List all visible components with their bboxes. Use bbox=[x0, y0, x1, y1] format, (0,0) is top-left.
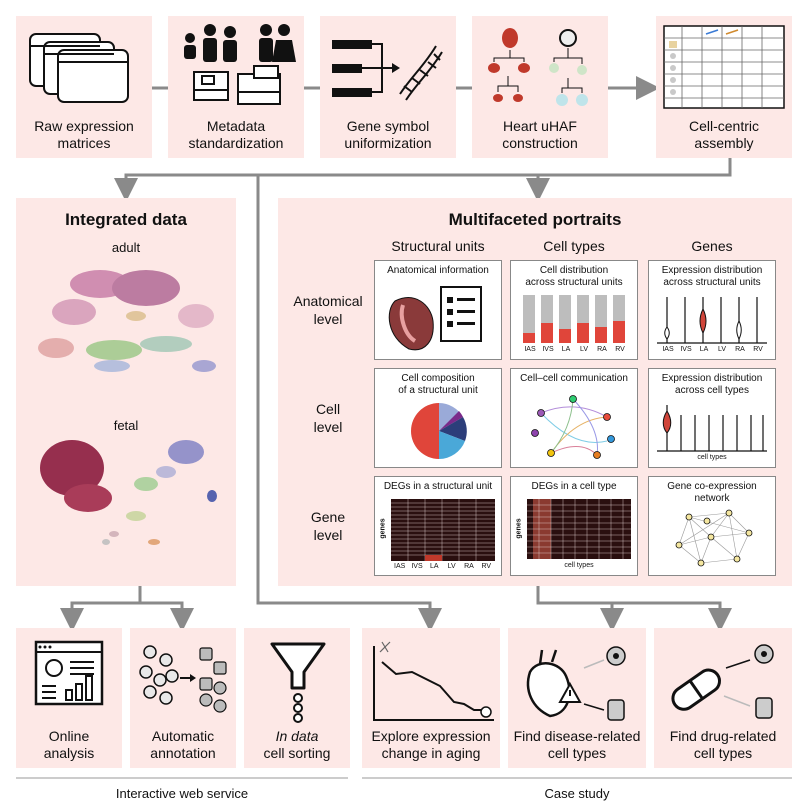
gene-label-2: uniformization bbox=[344, 135, 432, 151]
aging-label-1: Explore expression bbox=[371, 728, 491, 744]
degs-ct-axis-label: cell types bbox=[564, 562, 594, 569]
adult-label: adult bbox=[111, 240, 141, 255]
row-cell: Cell level bbox=[313, 401, 343, 435]
annotation-label-2: annotation bbox=[150, 745, 216, 761]
assembly-panel: Cell-centric assembly bbox=[656, 16, 792, 158]
card-coexp-title-2: network bbox=[694, 493, 730, 504]
card-expr-su-title-1: Expression distribution bbox=[661, 265, 763, 276]
portraits-panel: Multifaceted portraits Structural units … bbox=[278, 198, 792, 586]
degs-su-axis: IAS IVS LA LV RA RV bbox=[394, 563, 492, 570]
col-genes: Genes bbox=[691, 238, 733, 254]
fetal-umap bbox=[40, 440, 217, 545]
uhaf-panel: Heart uHAF construction bbox=[472, 16, 608, 158]
sorting-label-2: cell sorting bbox=[263, 745, 331, 761]
people-devices-icon bbox=[184, 24, 296, 105]
card-coexp-title-1: Gene co-expression bbox=[667, 481, 757, 492]
card-expr-structural[interactable]: Expression distribution across structural… bbox=[648, 260, 776, 360]
web-service-label: Interactive web service bbox=[115, 786, 249, 801]
card-coexpression[interactable]: Gene co-expression network bbox=[648, 476, 776, 576]
raw-label-2: matrices bbox=[57, 135, 111, 151]
adult-umap bbox=[38, 270, 216, 372]
metadata-label-1: Metadata bbox=[206, 118, 266, 134]
metadata-panel: Metadata standardization bbox=[168, 16, 304, 158]
stacked-bars bbox=[523, 295, 625, 343]
card-cell-composition[interactable]: Cell composition of a structural unit bbox=[374, 368, 502, 468]
uhaf-label-2: construction bbox=[502, 135, 578, 151]
metadata-label-2: standardization bbox=[188, 135, 284, 151]
gene-symbol-panel: Gene symbol uniformization bbox=[320, 16, 456, 158]
expr-ct-axis-label: cell types bbox=[697, 454, 727, 461]
uhaf-label-1: Heart uHAF bbox=[503, 118, 577, 134]
aging-panel: Explore expression change in aging bbox=[362, 628, 500, 768]
card-ccc-title: Cell–cell communication bbox=[520, 373, 628, 384]
card-expr-ct-title-2: across cell types bbox=[675, 385, 749, 396]
col-structural: Structural units bbox=[391, 238, 485, 254]
gene-label-1: Gene symbol bbox=[346, 118, 430, 134]
card-anatomical-info-title: Anatomical information bbox=[387, 265, 489, 276]
pie-chart bbox=[411, 403, 467, 459]
violin-plot-su bbox=[657, 297, 767, 344]
row-gene: Gene level bbox=[310, 509, 346, 543]
online-label-1: Online bbox=[48, 728, 90, 744]
integrated-data-panel: Integrated data adult fetal bbox=[16, 198, 236, 586]
disease-heart-icon bbox=[526, 646, 626, 721]
heatmap-su bbox=[391, 499, 495, 561]
card-cell-dist-title-1: Cell distribution bbox=[539, 265, 609, 276]
sorting-label-1: In data bbox=[275, 728, 319, 744]
expr-su-axis: IAS IVS LA LV RA RV bbox=[662, 346, 763, 353]
portraits-title: Multifaceted portraits bbox=[448, 210, 622, 229]
raw-matrices-panel: Raw expression matrices bbox=[16, 16, 152, 158]
heart-document-icon bbox=[388, 286, 482, 351]
cell-sorting-panel: In data cell sorting bbox=[244, 628, 350, 768]
drug-pill-icon bbox=[671, 644, 774, 719]
case-study-label: Case study bbox=[544, 786, 610, 801]
online-analysis-panel: Online analysis bbox=[16, 628, 122, 768]
card-cell-communication[interactable]: Cell–cell communication bbox=[510, 368, 638, 468]
funnel-icon bbox=[270, 642, 326, 723]
integrated-title: Integrated data bbox=[65, 210, 187, 229]
matrix-stack-icon bbox=[29, 33, 129, 103]
card-expr-ct-title-1: Expression distribution bbox=[661, 373, 763, 384]
drug-label-1: Find drug-related bbox=[669, 728, 777, 744]
heatmap-ct bbox=[527, 499, 631, 559]
violin-plot-ct bbox=[657, 405, 767, 452]
card-cell-comp-title-2: of a structural unit bbox=[398, 385, 478, 396]
assembly-label-2: assembly bbox=[694, 135, 754, 151]
fetal-label: fetal bbox=[113, 418, 139, 433]
annotation-panel: Automatic annotation bbox=[130, 628, 236, 768]
card-anatomical-info[interactable]: Anatomical information bbox=[374, 260, 502, 360]
raw-label-1: Raw expression bbox=[34, 118, 134, 134]
card-cell-dist-title-2: across structural units bbox=[525, 277, 623, 288]
col-celltypes: Cell types bbox=[543, 238, 605, 254]
aging-label-2: change in aging bbox=[381, 745, 481, 761]
card-degs-su-title: DEGs in a structural unit bbox=[383, 481, 493, 492]
card-expr-su-title-2: across structural units bbox=[663, 277, 761, 288]
card-cell-distribution[interactable]: Cell distribution across structural units… bbox=[510, 260, 638, 360]
communication-network bbox=[531, 395, 615, 459]
aging-line-icon bbox=[373, 641, 494, 721]
cell-table-icon bbox=[663, 25, 785, 109]
card-degs-ct-title: DEGs in a cell type bbox=[531, 481, 617, 492]
card-expr-celltypes[interactable]: Expression distribution across cell types… bbox=[648, 368, 776, 468]
drug-label-2: cell types bbox=[693, 745, 753, 761]
row-anatomical: Anatomical level bbox=[293, 293, 363, 327]
disease-label-2: cell types bbox=[547, 745, 607, 761]
dna-icon bbox=[332, 40, 443, 101]
dashboard-icon bbox=[34, 640, 104, 706]
assembly-label-1: Cell-centric bbox=[688, 118, 759, 134]
cell-dist-axis: IAS IVS LA LV RA RV bbox=[524, 346, 625, 353]
coexpression-network bbox=[675, 509, 753, 567]
tree-hierarchy-icon bbox=[488, 28, 588, 106]
drug-panel: Find drug-related cell types bbox=[654, 628, 792, 768]
annotation-label-1: Automatic bbox=[151, 728, 215, 744]
card-degs-celltype[interactable]: DEGs in a cell type genes cell types bbox=[510, 476, 638, 576]
disease-panel: Find disease-related cell types bbox=[508, 628, 646, 768]
card-cell-comp-title-1: Cell composition bbox=[401, 373, 475, 384]
annotation-icon bbox=[139, 645, 227, 713]
disease-label-1: Find disease-related bbox=[513, 728, 641, 744]
card-degs-structural[interactable]: DEGs in a structural unit genes IAS IVS LA… bbox=[374, 476, 502, 576]
online-label-2: analysis bbox=[43, 745, 95, 761]
